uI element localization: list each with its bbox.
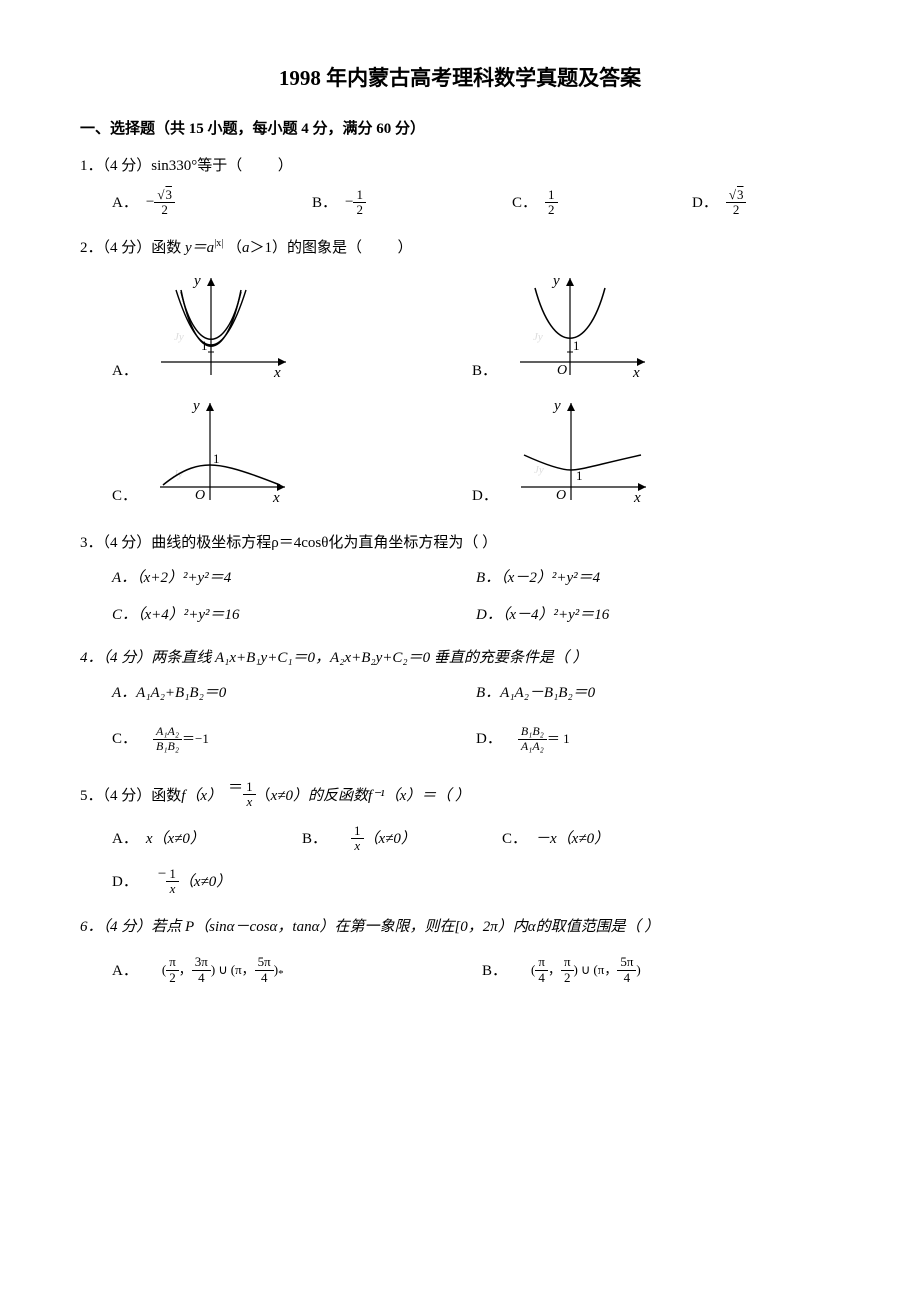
svg-text:x: x <box>633 490 641 506</box>
q2-graph-B: y x O 1 Jy <box>505 270 655 385</box>
q2-graph-A: y x 1 Jy <box>146 270 296 385</box>
q5-D-label: D． <box>112 869 138 896</box>
q4-A: A．A₁A₂+B₁B₂＝0 <box>112 680 476 707</box>
q5-C-expr: －x（x≠0） <box>535 826 609 853</box>
q2-stem-b: （ <box>227 240 242 256</box>
question-5: 5．（4 分）函数 f（x） ＝ 1x （ x≠0）的反函数 f⁻¹（x）＝（ … <box>80 775 840 810</box>
q5-D-tail: （x≠0） <box>179 869 231 896</box>
svg-text:Jy: Jy <box>533 331 543 343</box>
q1-optC-label: C． <box>512 190 537 217</box>
q2-graphs-row1: A． y x 1 Jy B． y x O 1 <box>112 270 840 395</box>
q2-graph-C: y x O 1 Jy <box>145 395 295 510</box>
svg-text:Jy: Jy <box>534 464 544 476</box>
q3-C: C．（x+4）²+y²＝16 <box>112 602 476 629</box>
q2-optA: A． <box>112 358 138 385</box>
svg-text:1: 1 <box>576 468 583 483</box>
q5-D-frac: 1x <box>166 867 179 897</box>
q2-exp: |x| <box>214 238 223 249</box>
q1-stem-b: ） <box>278 158 293 174</box>
q2-graph-D: y x O 1 Jy <box>506 395 656 510</box>
q6-options: A． ( π2 ， 3π4 ) ∪ ( π ， 5π4 ) * B． ( π4 … <box>112 955 840 993</box>
q5-D-neg: − <box>158 861 166 888</box>
q6-A-expr: ( π2 ， 3π4 ) ∪ ( π ， 5π4 ) <box>162 955 278 985</box>
q5-B-label: B． <box>302 826 327 853</box>
q2-optD: D． <box>472 483 498 510</box>
q5-A-expr: x（x≠0） <box>146 826 205 853</box>
svg-text:1: 1 <box>213 451 220 466</box>
q4-D: D． B₁B₂A₁A₂ ＝ 1 <box>476 725 840 752</box>
svg-text:x: x <box>272 490 280 506</box>
q6-A-star: * <box>278 965 284 985</box>
q3-B: B．（x－2）²+y²＝4 <box>476 565 840 592</box>
q5-B-frac: 1x <box>351 824 364 854</box>
q4-C: C． A₁A₂B₁B₂ ＝−1 <box>112 725 476 752</box>
svg-text:y: y <box>551 273 560 289</box>
question-3: 3．（4 分）曲线的极坐标方程ρ＝4cosθ化为直角坐标方程为（ ） <box>80 530 840 557</box>
q1-optA-value: −√32 <box>146 188 175 218</box>
svg-text:y: y <box>552 398 561 414</box>
svg-text:O: O <box>556 488 566 503</box>
svg-text:y: y <box>191 398 200 414</box>
q2-func: y＝a <box>185 240 214 256</box>
question-1: 1．（4 分）sin330°等于（ ） <box>80 153 840 180</box>
q5-A-label: A． <box>112 826 138 853</box>
q2-optC: C． <box>112 483 137 510</box>
q2-stem-c: ＞1）的图象是（ <box>249 240 362 256</box>
q1-optA-label: A． <box>112 190 138 217</box>
q4-B: B．A₁A₂－B₁B₂＝0 <box>476 680 840 707</box>
q1-optC-value: 12 <box>545 188 558 218</box>
question-6: 6．（4 分）若点 P（sinα－cosα，tanα）在第一象限，则在[0，2π… <box>80 914 840 941</box>
q1-options: A． −√32 B． −12 C． 12 D． √32 <box>112 188 840 226</box>
q5-options: A． x（x≠0） B． 1x （x≠0） C． －x（x≠0） D． − 1x… <box>112 824 840 905</box>
q2-stem-d: ） <box>397 240 412 256</box>
svg-text:1: 1 <box>573 338 580 353</box>
q6-B-expr: ( π4 ， π2 ) ∪ ( π ， 5π4 ) <box>531 955 641 985</box>
q5-B-tail: （x≠0） <box>364 826 416 853</box>
q1-stem-a: 1．（4 分）sin330°等于（ <box>80 158 242 174</box>
question-4: 4．（4 分）两条直线 A₁x+B₁y+C₁＝0，A₂x+B₂y+C₂＝0 垂直… <box>80 645 840 672</box>
q6-A-label: A． <box>112 958 138 985</box>
q2-graphs-row2: C． y x O 1 Jy D． y x O 1 Jy <box>112 395 840 520</box>
svg-text:O: O <box>195 488 205 503</box>
q5-C-label: C． <box>502 826 527 853</box>
q1-optB-label: B． <box>312 190 337 217</box>
q3-A: A．（x+2）²+y²＝4 <box>112 565 476 592</box>
q1-optB-value: −12 <box>345 188 366 218</box>
section-header: 一、选择题（共 15 小题，每小题 4 分，满分 60 分） <box>80 116 840 143</box>
page-title: 1998 年内蒙古高考理科数学真题及答案 <box>80 60 840 98</box>
q4-options: A．A₁A₂+B₁B₂＝0 C． A₁A₂B₁B₂ ＝−1 B．A₁A₂－B₁B… <box>112 680 840 752</box>
q2-stem-a: 2．（4 分）函数 <box>80 240 185 256</box>
svg-text:x: x <box>632 365 640 381</box>
q2-optB: B． <box>472 358 497 385</box>
question-2: 2．（4 分）函数 y＝a|x| （a＞1）的图象是（ ） <box>80 235 840 262</box>
q3-options: A．（x+2）²+y²＝4 C．（x+4）²+y²＝16 B．（x－2）²+y²… <box>112 565 840 629</box>
q3-D: D．（x－4）²+y²＝16 <box>476 602 840 629</box>
q1-optD-value: √32 <box>726 188 747 218</box>
q6-B-label: B． <box>482 958 507 985</box>
q1-optD-label: D． <box>692 190 718 217</box>
svg-text:O: O <box>557 363 567 378</box>
